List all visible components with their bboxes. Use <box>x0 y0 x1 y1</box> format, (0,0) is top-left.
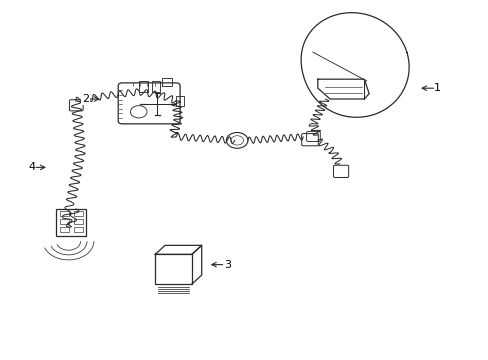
Text: 1: 1 <box>433 83 440 93</box>
Text: 3: 3 <box>224 260 230 270</box>
Bar <box>56 209 85 236</box>
Bar <box>74 219 82 224</box>
Bar <box>60 211 69 216</box>
Bar <box>74 227 82 232</box>
Text: 2: 2 <box>82 94 89 104</box>
Bar <box>176 96 184 106</box>
Bar <box>161 78 172 86</box>
Bar <box>155 254 192 284</box>
Bar <box>60 227 69 232</box>
Bar <box>74 211 82 216</box>
Text: 4: 4 <box>28 162 35 172</box>
Bar <box>60 219 69 224</box>
Bar <box>139 81 148 92</box>
Bar <box>151 81 160 92</box>
